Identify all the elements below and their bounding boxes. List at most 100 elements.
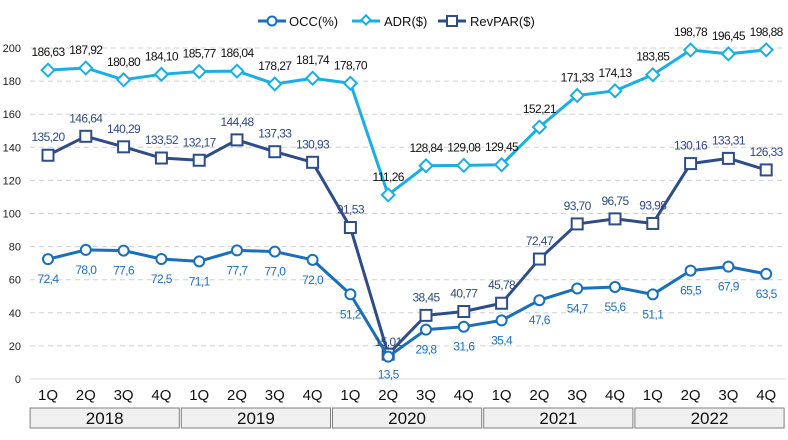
occ-data-label: 72,0 — [302, 273, 324, 287]
adr-point — [191, 63, 207, 80]
adr-data-label: 181,74 — [296, 53, 330, 67]
y-axis: 0 20 40 60 80 100 120 140 160 180 200 — [3, 43, 21, 386]
x-tick-label: 2Q — [529, 387, 549, 404]
adr-point — [493, 156, 510, 173]
revpar-point — [79, 129, 93, 143]
legend-item-adr[interactable]: ADR($) — [352, 13, 427, 29]
y-tick-label: 0 — [15, 374, 21, 386]
revpar-data-label: 130,16 — [674, 139, 708, 153]
adr-point — [267, 76, 283, 92]
legend-label-revpar: RevPAR($) — [470, 14, 535, 29]
revpar-point — [608, 212, 622, 226]
occ-data-label: 72,4 — [38, 272, 60, 286]
adr-point — [569, 87, 585, 104]
y-tick-label: 20 — [9, 341, 21, 353]
legend-item-occ[interactable]: OCC(%) — [258, 14, 338, 29]
year-group-label: 2020 — [388, 409, 426, 428]
year-group-label: 2021 — [539, 409, 577, 428]
adr-point — [115, 71, 132, 88]
revpar-data-label: 15,01 — [375, 335, 403, 349]
occ-data-label: 54,7 — [567, 301, 589, 315]
occ-data-label: 47,6 — [529, 313, 551, 327]
adr-data-label: 111,26 — [373, 170, 405, 184]
adr-point — [758, 42, 774, 58]
occ-line — [47, 248, 767, 359]
revpar-data-label: 146,64 — [69, 111, 103, 125]
year-group-box — [180, 407, 331, 429]
adr-point — [380, 187, 396, 203]
x-tick-label: 1Q — [340, 387, 360, 404]
revpar-data-label: 133,52 — [145, 133, 179, 147]
revpar-data-label: 144,48 — [220, 115, 254, 129]
legend: OCC(%) ADR($) RevPAR($) — [258, 13, 535, 29]
adr-data-label: 171,33 — [561, 70, 595, 84]
occ-data-label: 55,6 — [605, 300, 627, 314]
diamond-marker-line-icon — [359, 13, 373, 26]
occ-point — [382, 350, 395, 363]
adr-data-label: 183,85 — [636, 50, 670, 64]
revpar-point — [684, 157, 698, 171]
adr-data-label: 198,88 — [750, 25, 784, 39]
revpar-point — [457, 305, 471, 319]
adr-point — [40, 62, 56, 78]
revpar-data-label: 133,31 — [712, 133, 746, 147]
x-tick-label: 1Q — [38, 387, 58, 404]
occ-data-label: 78,0 — [75, 263, 97, 277]
adr-point — [153, 66, 170, 83]
adr-point — [418, 157, 434, 174]
adr-data-label: 129,45 — [485, 140, 519, 154]
adr-data-label: 198,78 — [674, 25, 708, 39]
revpar-point — [721, 151, 735, 165]
legend-item-revpar[interactable]: RevPAR($) — [438, 14, 535, 29]
occ-point — [684, 264, 697, 277]
adr-point — [342, 75, 359, 92]
revpar-point — [419, 308, 433, 322]
adr-data-label: 186,63 — [31, 45, 65, 59]
occ-point — [457, 320, 470, 333]
revpar-data-label: 38,45 — [412, 290, 440, 304]
adr-point — [531, 119, 548, 135]
year-group-box — [332, 407, 483, 429]
x-tick-label: 4Q — [454, 387, 474, 404]
occ-data-label: 65,5 — [680, 284, 702, 298]
occ-data-label: 63,5 — [756, 287, 778, 301]
adr-data-label: 180,80 — [107, 55, 141, 69]
x-tick-label: 1Q — [189, 387, 209, 404]
revpar-point — [306, 155, 320, 169]
adr-point — [456, 157, 472, 174]
revpar-data-label: 45,78 — [488, 278, 516, 292]
x-tick-label: 4Q — [303, 387, 323, 404]
occ-point — [117, 244, 130, 257]
y-tick-label: 80 — [9, 242, 21, 254]
x-tick-label: 3Q — [718, 387, 738, 404]
adr-data-label: 152,21 — [523, 102, 557, 116]
occ-data-label: 77,7 — [227, 263, 249, 277]
adr-data-label: 129,08 — [447, 140, 481, 154]
year-group-box — [29, 407, 180, 429]
occ-data-label: 51,1 — [642, 307, 664, 321]
revpar-point — [41, 148, 55, 162]
revpar-data-label: 137,33 — [258, 127, 292, 141]
revpar-data-label: 93,70 — [564, 199, 592, 213]
legend-label-adr: ADR($) — [384, 14, 427, 29]
series-group — [40, 42, 774, 363]
x-tick-label: 1Q — [492, 387, 512, 404]
occ-point — [646, 288, 659, 301]
y-tick-label: 200 — [3, 43, 21, 55]
occ-data-label: 51,2 — [340, 307, 362, 321]
x-tick-label: 3Q — [265, 387, 285, 404]
revpar-data-label: 135,20 — [31, 130, 65, 144]
revpar-point — [532, 252, 546, 266]
revpar-data-label: 132,17 — [183, 135, 217, 149]
revpar-point — [646, 216, 660, 230]
legend-label-occ: OCC(%) — [289, 14, 338, 29]
revpar-point — [154, 151, 168, 165]
occ-data-label: 72,5 — [151, 272, 173, 286]
revpar-data-label: 91,53 — [337, 203, 365, 217]
revpar-data-label: 140,29 — [107, 122, 141, 136]
occ-point — [306, 253, 319, 266]
occ-data-label: 31,6 — [453, 340, 475, 354]
x-tick-label: 4Q — [605, 387, 625, 404]
adr-data-label: 178,70 — [334, 58, 368, 72]
